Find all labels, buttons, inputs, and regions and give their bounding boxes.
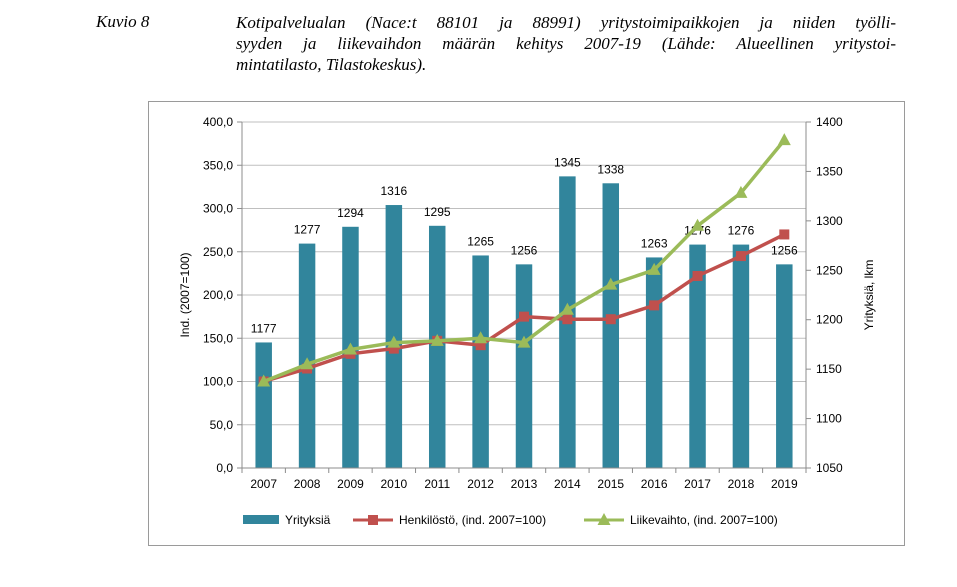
- line-marker: [562, 314, 573, 325]
- left-tick-label: 250,0: [203, 245, 233, 259]
- line-marker: [519, 311, 529, 322]
- left-tick-label: 150,0: [203, 331, 233, 345]
- right-tick-label: 1100: [816, 412, 842, 426]
- line-marker: [649, 300, 660, 311]
- caption-line: mintatilasto, Tilastokeskus).: [236, 55, 427, 74]
- line-marker: [368, 515, 378, 525]
- x-tick-label: 2015: [597, 477, 624, 491]
- bar: [428, 225, 446, 468]
- line-marker: [692, 270, 703, 281]
- bar-data-label: 1295: [424, 205, 451, 219]
- x-tick-label: 2016: [641, 477, 668, 491]
- x-tick-label: 2018: [728, 477, 755, 491]
- bar: [472, 255, 489, 468]
- line-marker: [388, 343, 399, 354]
- line-marker: [777, 133, 791, 146]
- bar-data-label: 1276: [728, 224, 755, 238]
- line-marker: [691, 218, 705, 231]
- bar: [515, 264, 533, 468]
- left-tick-label: 100,0: [203, 375, 233, 389]
- bar: [689, 244, 706, 468]
- line-marker: [475, 340, 486, 351]
- right-axis-title: Yrityksiä, lkm: [862, 260, 876, 331]
- bar-data-label: 1177: [251, 321, 277, 335]
- bar-data-label: 1256: [511, 243, 538, 257]
- chart-frame: 0,0 50,0 100,0 150,0 200,0 250,0 300,0 350,0 400…: [148, 101, 905, 546]
- bar: [602, 183, 620, 468]
- left-tick-label: 200,0: [203, 288, 233, 302]
- line-marker: [430, 333, 444, 346]
- legend-label: Liikevaihto, (ind. 2007=100): [630, 513, 778, 527]
- bar-data-label: 1277: [294, 223, 321, 237]
- bar: [645, 257, 663, 468]
- right-tick-label: 1400: [816, 115, 843, 129]
- bar-data-label: 1338: [597, 162, 624, 176]
- x-tick-label: 2013: [511, 477, 538, 491]
- line-marker: [779, 229, 790, 240]
- bar-data-label: 1265: [467, 234, 494, 248]
- legend-label: Yrityksiä: [285, 513, 331, 527]
- bar-data-label: 1294: [337, 206, 364, 220]
- line-marker: [300, 357, 314, 370]
- line-marker: [560, 302, 574, 315]
- figure-label: Kuvio 8: [96, 12, 150, 31]
- left-tick-label: 300,0: [203, 202, 233, 216]
- line-marker: [597, 513, 611, 525]
- left-tick-label: 50,0: [210, 418, 234, 432]
- line-marker: [257, 374, 271, 387]
- right-tick-label: 1050: [816, 461, 843, 475]
- caption-line: syyden ja liikevaihdon määrän kehitys 20…: [236, 34, 896, 53]
- bar-data-label: 1256: [771, 243, 798, 257]
- bar: [298, 243, 316, 468]
- right-tick-label: 1250: [816, 263, 843, 277]
- line-marker: [735, 251, 746, 262]
- line-marker: [647, 262, 661, 275]
- line-marker: [604, 277, 618, 290]
- x-tick-label: 2008: [294, 477, 321, 491]
- line-marker: [605, 314, 616, 325]
- right-tick-label: 1350: [816, 164, 843, 178]
- left-tick-label: 400,0: [203, 115, 233, 129]
- combo-chart: 0,0 50,0 100,0 150,0 200,0 250,0 300,0 350,0 400…: [178, 115, 876, 527]
- legend-label: Henkilöstö, (ind. 2007=100): [399, 513, 546, 527]
- bar: [732, 244, 750, 468]
- right-tick-label: 1150: [816, 362, 842, 376]
- bar: [776, 264, 793, 468]
- line-marker: [343, 342, 357, 355]
- x-tick-label: 2009: [337, 477, 364, 491]
- caption-line: Kotipalvelualan (Nace:t 88101 ja 88991) …: [236, 13, 896, 32]
- x-tick-label: 2012: [467, 477, 494, 491]
- line-marker: [517, 335, 531, 348]
- x-tick-label: 2017: [684, 477, 711, 491]
- legend-swatch-bar: [243, 515, 279, 524]
- left-tick-label: 0,0: [216, 461, 233, 475]
- x-tick-label: 2014: [554, 477, 581, 491]
- bar-data-label: 1316: [380, 184, 407, 198]
- line-marker: [474, 331, 488, 344]
- left-axis-title: Ind. (2007=100): [178, 252, 192, 337]
- x-tick-label: 2011: [424, 477, 450, 491]
- x-tick-label: 2007: [250, 477, 277, 491]
- x-tick-label: 2019: [771, 477, 798, 491]
- right-tick-label: 1300: [816, 214, 843, 228]
- bar: [255, 342, 272, 468]
- bar-data-label: 1345: [554, 155, 581, 169]
- bar-data-label: 1263: [641, 236, 668, 250]
- left-tick-label: 350,0: [203, 158, 233, 172]
- right-tick-label: 1200: [816, 313, 843, 327]
- x-tick-label: 2010: [380, 477, 407, 491]
- line-marker: [734, 185, 748, 198]
- figure-caption: Kotipalvelualan (Nace:t 88101 ja 88991) …: [236, 12, 896, 75]
- line-marker: [387, 335, 401, 348]
